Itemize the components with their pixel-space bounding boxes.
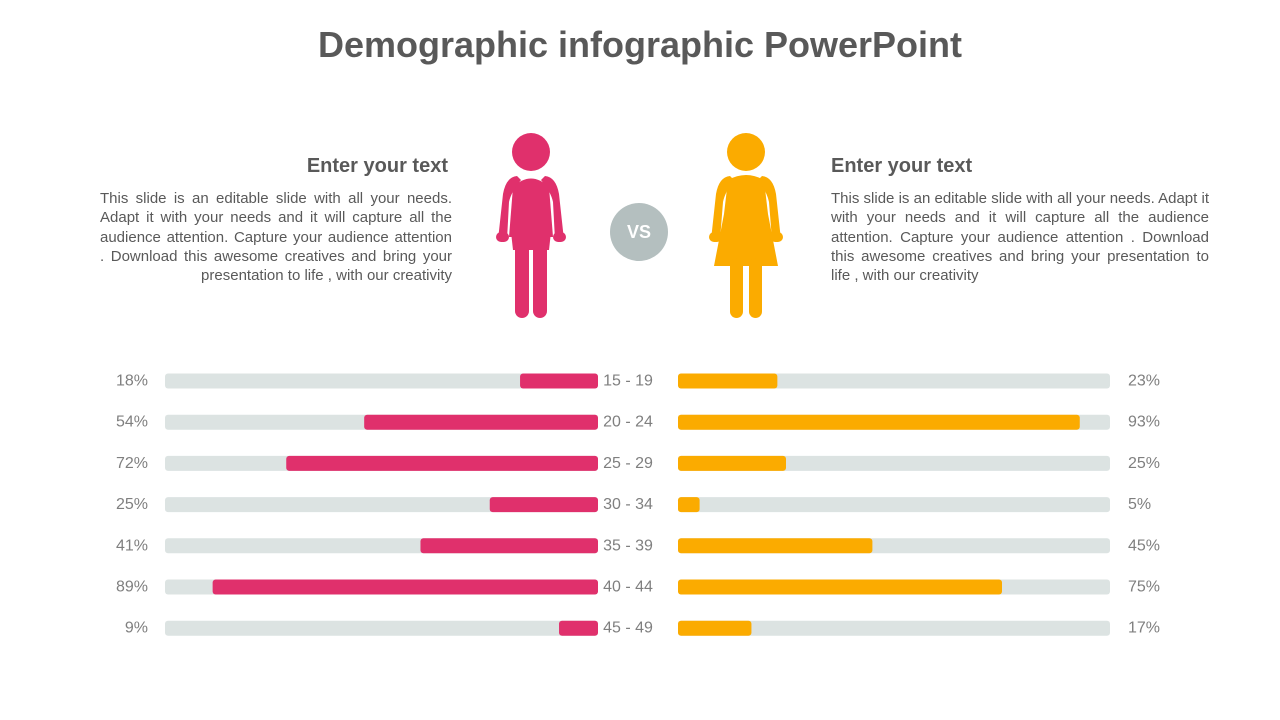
right-bar bbox=[678, 538, 873, 554]
left-value-label: 41% bbox=[116, 537, 148, 554]
right-bar bbox=[678, 373, 778, 389]
right-body-text: This slide is an editable slide with all… bbox=[831, 190, 1209, 285]
category-label: 20 - 24 bbox=[603, 414, 653, 431]
left-bar bbox=[559, 620, 598, 636]
category-label: 25 - 29 bbox=[603, 455, 653, 472]
left-bar bbox=[489, 497, 598, 513]
right-value-label: 5% bbox=[1128, 496, 1151, 513]
right-value-label: 45% bbox=[1128, 537, 1160, 554]
left-bar bbox=[364, 414, 598, 430]
right-bar-track bbox=[678, 497, 1110, 513]
left-bar bbox=[520, 373, 598, 389]
right-bar-track bbox=[678, 620, 1110, 636]
right-bar bbox=[678, 497, 700, 513]
left-bar-track bbox=[165, 620, 598, 636]
male-person-icon bbox=[496, 133, 566, 318]
right-bar bbox=[678, 455, 786, 471]
left-heading: Enter your text bbox=[306, 155, 448, 177]
category-label: 35 - 39 bbox=[603, 537, 653, 554]
right-value-label: 17% bbox=[1128, 620, 1160, 637]
left-value-label: 25% bbox=[116, 496, 148, 513]
left-bar bbox=[420, 538, 598, 554]
left-value-label: 9% bbox=[125, 620, 148, 637]
category-label: 45 - 49 bbox=[603, 620, 653, 637]
right-bar bbox=[678, 414, 1080, 430]
right-value-label: 93% bbox=[1128, 414, 1160, 431]
left-bar bbox=[212, 579, 598, 595]
left-value-label: 72% bbox=[116, 455, 148, 472]
right-value-label: 75% bbox=[1128, 579, 1160, 596]
right-value-label: 25% bbox=[1128, 455, 1160, 472]
left-body-text: This slide is an editable slide with all… bbox=[100, 190, 452, 285]
vs-badge: VS bbox=[610, 203, 668, 261]
left-bar bbox=[286, 455, 598, 471]
right-bar-track bbox=[678, 373, 1110, 389]
page-title: Demographic infographic PowerPoint bbox=[317, 24, 963, 65]
left-value-label: 89% bbox=[116, 579, 148, 596]
left-value-label: 54% bbox=[116, 414, 148, 431]
right-bar bbox=[678, 620, 752, 636]
category-label: 40 - 44 bbox=[603, 579, 653, 596]
left-bar-track bbox=[165, 373, 598, 389]
right-bar bbox=[678, 579, 1002, 595]
right-heading: Enter your text bbox=[831, 155, 973, 177]
female-person-icon bbox=[709, 133, 783, 318]
right-value-label: 23% bbox=[1128, 373, 1160, 390]
category-label: 30 - 34 bbox=[603, 496, 653, 513]
category-label: 15 - 19 bbox=[603, 373, 653, 390]
left-value-label: 18% bbox=[116, 373, 148, 390]
